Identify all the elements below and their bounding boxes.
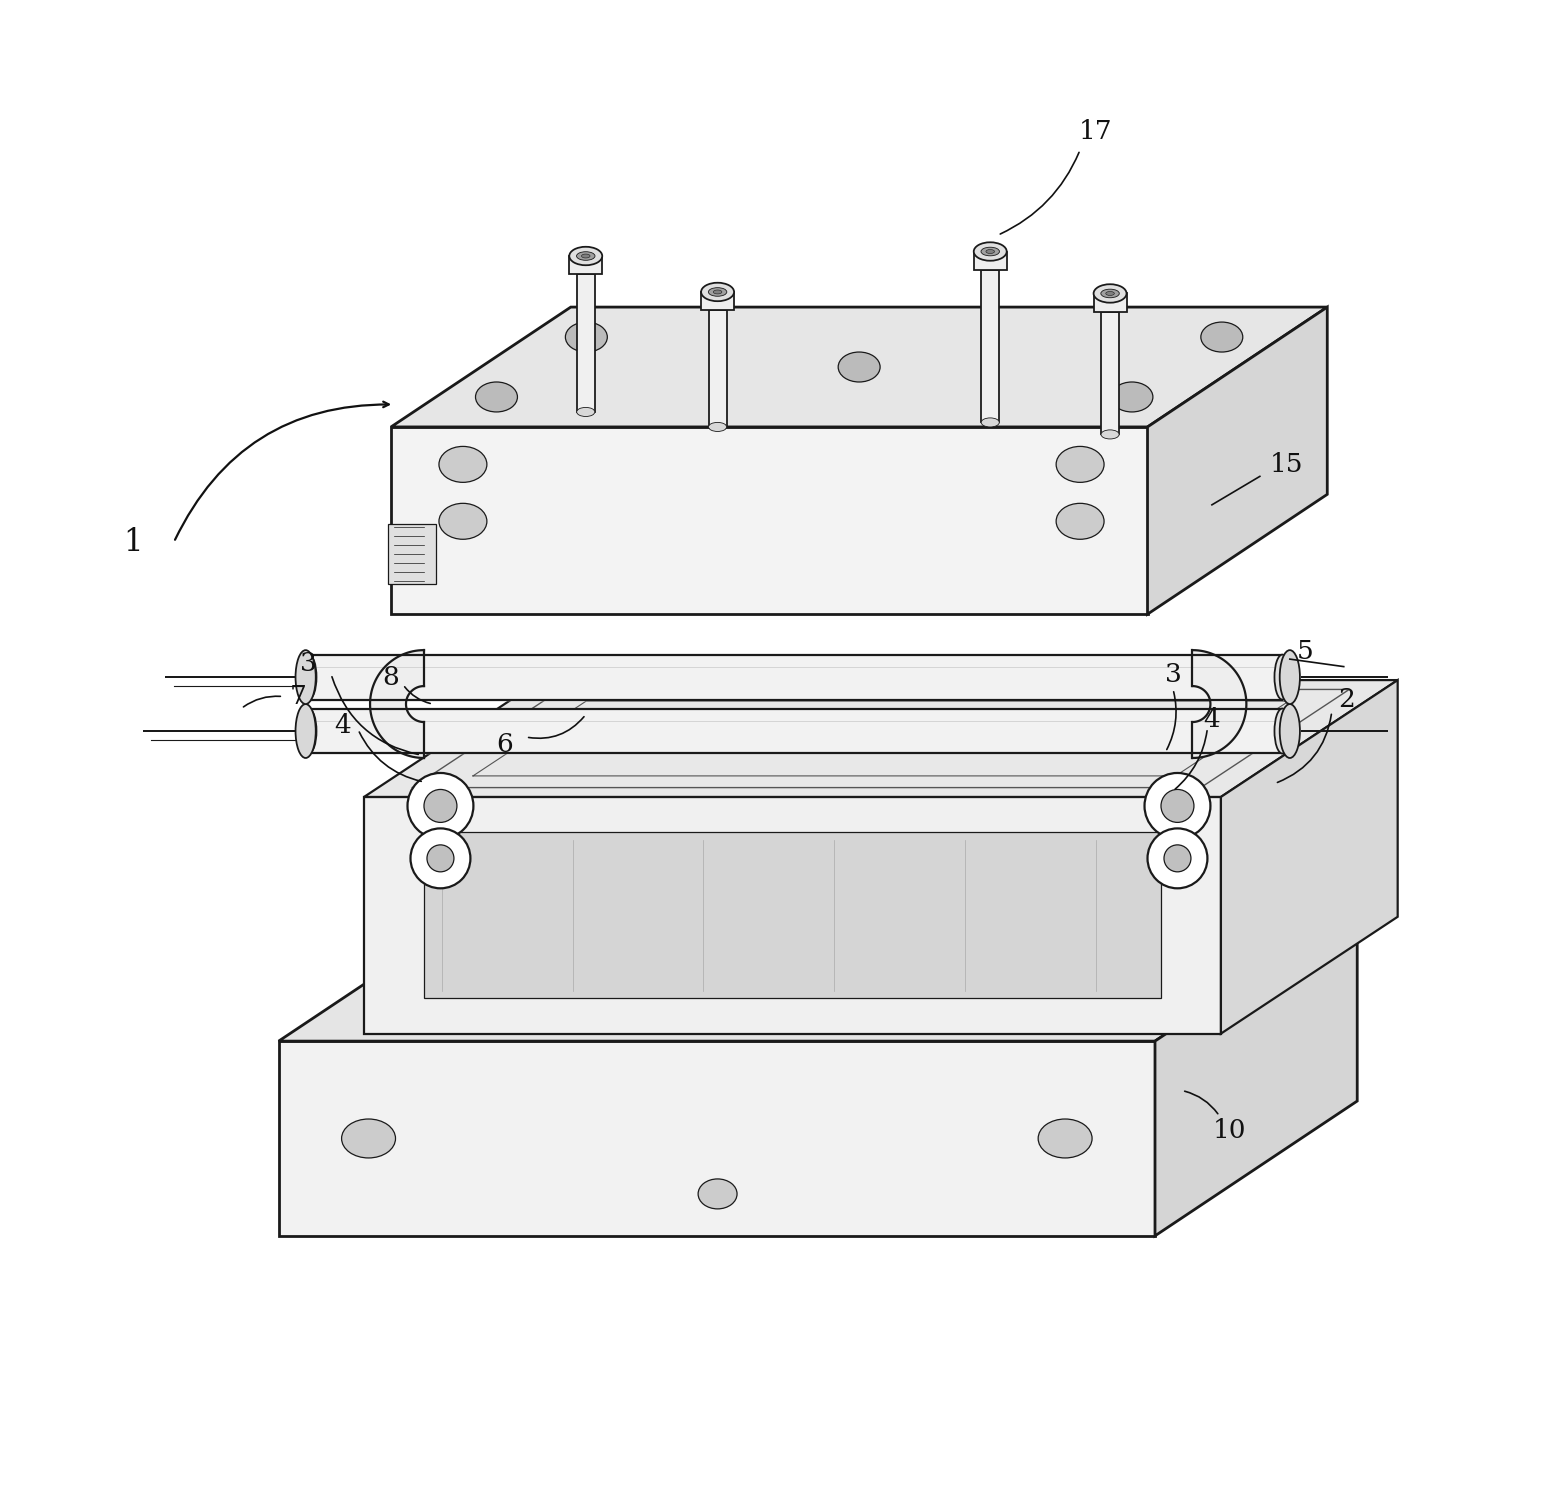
Ellipse shape xyxy=(1274,655,1291,700)
Text: 2: 2 xyxy=(1338,688,1355,712)
Text: 6: 6 xyxy=(496,733,514,756)
Polygon shape xyxy=(1155,906,1357,1236)
Ellipse shape xyxy=(1161,789,1194,822)
Ellipse shape xyxy=(1200,926,1236,954)
Ellipse shape xyxy=(407,773,473,839)
Ellipse shape xyxy=(476,382,517,412)
Ellipse shape xyxy=(400,995,436,1022)
Ellipse shape xyxy=(709,288,727,297)
Polygon shape xyxy=(309,655,1282,700)
Text: 1: 1 xyxy=(123,527,144,557)
Ellipse shape xyxy=(1165,845,1191,872)
Ellipse shape xyxy=(411,828,470,888)
Polygon shape xyxy=(390,307,1327,427)
Ellipse shape xyxy=(295,650,315,704)
Ellipse shape xyxy=(301,655,317,700)
Text: 3: 3 xyxy=(300,652,317,676)
Ellipse shape xyxy=(974,243,1007,261)
Polygon shape xyxy=(974,252,1007,270)
Polygon shape xyxy=(1094,294,1127,312)
Ellipse shape xyxy=(1094,285,1127,303)
Ellipse shape xyxy=(838,352,880,382)
Ellipse shape xyxy=(576,407,595,416)
Polygon shape xyxy=(1147,307,1327,614)
Ellipse shape xyxy=(1274,709,1291,753)
Ellipse shape xyxy=(428,845,454,872)
Ellipse shape xyxy=(342,1119,395,1158)
Text: 4: 4 xyxy=(1204,707,1221,731)
Ellipse shape xyxy=(1280,650,1300,704)
Ellipse shape xyxy=(701,283,734,301)
Ellipse shape xyxy=(1200,322,1243,352)
Text: 17: 17 xyxy=(1079,120,1111,144)
Ellipse shape xyxy=(982,418,999,427)
Ellipse shape xyxy=(1101,289,1119,298)
Ellipse shape xyxy=(1101,995,1136,1022)
Polygon shape xyxy=(279,906,1357,1041)
Polygon shape xyxy=(576,274,595,412)
Text: 10: 10 xyxy=(1213,1119,1247,1143)
Ellipse shape xyxy=(1101,430,1119,439)
Text: 5: 5 xyxy=(1297,640,1313,664)
Ellipse shape xyxy=(709,422,727,431)
Ellipse shape xyxy=(425,789,457,822)
Ellipse shape xyxy=(713,291,721,294)
Polygon shape xyxy=(364,680,1397,797)
Ellipse shape xyxy=(439,446,487,482)
Polygon shape xyxy=(982,270,999,422)
Ellipse shape xyxy=(295,704,315,758)
Ellipse shape xyxy=(570,247,603,265)
Text: 4: 4 xyxy=(334,713,351,737)
Polygon shape xyxy=(370,650,425,758)
Polygon shape xyxy=(570,256,603,274)
Polygon shape xyxy=(425,833,1161,998)
Ellipse shape xyxy=(980,247,999,256)
Text: 7: 7 xyxy=(290,685,306,709)
Polygon shape xyxy=(389,524,436,584)
Ellipse shape xyxy=(1144,773,1210,839)
Ellipse shape xyxy=(1057,446,1104,482)
Ellipse shape xyxy=(698,1179,737,1209)
Polygon shape xyxy=(364,797,1221,1034)
Ellipse shape xyxy=(1147,828,1207,888)
Ellipse shape xyxy=(1057,503,1104,539)
Ellipse shape xyxy=(565,322,607,352)
Ellipse shape xyxy=(1111,382,1154,412)
Polygon shape xyxy=(309,709,1282,753)
Ellipse shape xyxy=(439,503,487,539)
Ellipse shape xyxy=(1038,1119,1093,1158)
Ellipse shape xyxy=(576,252,595,261)
Polygon shape xyxy=(279,1041,1155,1236)
Polygon shape xyxy=(390,427,1147,614)
Ellipse shape xyxy=(1105,292,1115,295)
Polygon shape xyxy=(1193,650,1246,758)
Ellipse shape xyxy=(582,255,590,258)
Polygon shape xyxy=(1221,680,1397,1034)
Polygon shape xyxy=(701,292,734,310)
Ellipse shape xyxy=(500,926,535,954)
Text: 8: 8 xyxy=(382,665,400,689)
Polygon shape xyxy=(1101,312,1119,434)
Polygon shape xyxy=(709,310,727,427)
Text: 3: 3 xyxy=(1165,662,1182,686)
Ellipse shape xyxy=(1280,704,1300,758)
Text: 15: 15 xyxy=(1271,452,1303,476)
Ellipse shape xyxy=(301,709,317,753)
Ellipse shape xyxy=(987,250,994,253)
